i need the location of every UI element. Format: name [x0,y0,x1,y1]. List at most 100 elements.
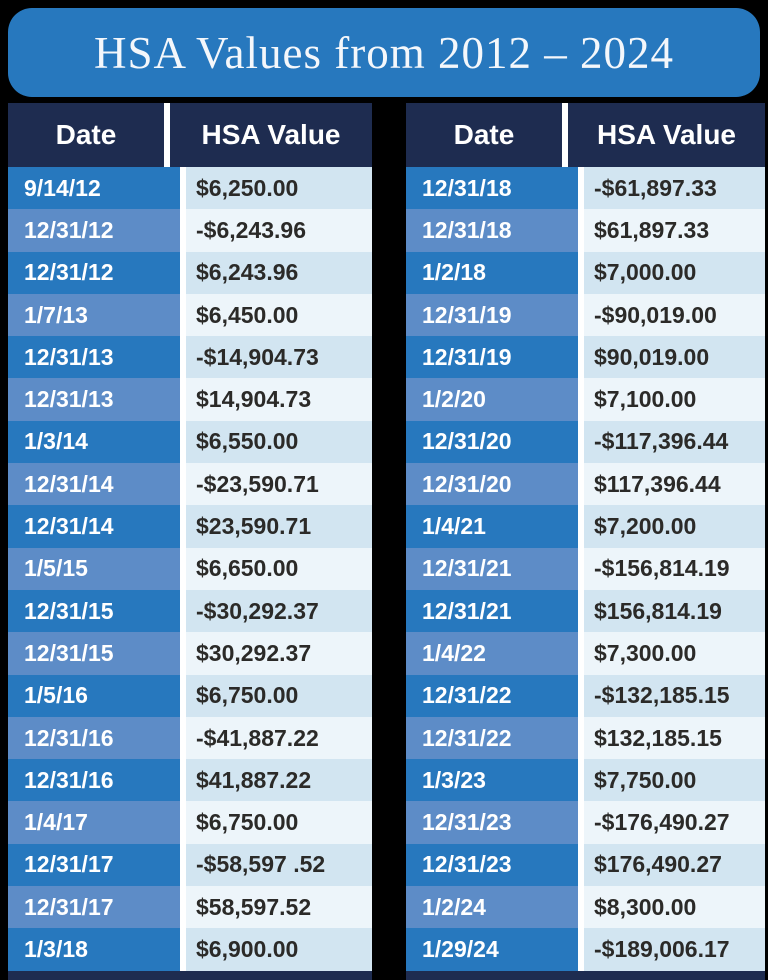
date-cell: 12/31/18 [406,167,578,210]
value-cell: $6,243.96 [186,251,372,294]
value-cell: -$58,597 .52 [186,843,372,887]
table-row: 12/31/19 -$90,019.00 [406,293,765,337]
table-row: 1/2/24 $8,300.00 [406,886,765,929]
value-cell: $41,887.22 [186,759,372,802]
value-cell: -$6,243.96 [186,209,372,252]
column-separator [180,167,186,210]
value-cell: $6,550.00 [186,420,372,464]
date-cell: 12/31/17 [8,886,180,929]
date-cell: 12/31/21 [406,589,578,633]
value-cell: $156,814.19 [584,589,765,633]
date-cell: 1/4/22 [406,632,578,675]
table-row: 1/3/14 $6,550.00 [8,420,372,464]
table-header-row: Date HSA Value [406,103,765,167]
table-row: 12/31/12 $6,243.96 [8,251,372,294]
column-separator [578,759,584,802]
column-separator [578,293,584,337]
date-cell: 1/3/18 [8,928,180,971]
table-row: 1/3/23 $7,750.00 [406,759,765,802]
table-row: 12/31/16 -$41,887.22 [8,716,372,760]
value-cell: $14,904.73 [186,378,372,421]
value-cell: $6,450.00 [186,293,372,337]
value-cell: -$14,904.73 [186,336,372,379]
date-cell: 12/31/13 [8,378,180,421]
table-row: 12/31/13 -$14,904.73 [8,336,372,379]
date-cell: 12/31/15 [8,589,180,633]
date-cell: 12/31/14 [8,463,180,506]
column-separator [578,420,584,464]
value-cell: $90,019.00 [584,336,765,379]
value-cell: -$156,814.19 [584,547,765,590]
table-row: 12/31/21 $156,814.19 [406,589,765,633]
column-header-date: Date [8,103,164,167]
table-body: 12/31/18 -$61,897.33 12/31/18 $61,897.33 1/2… [406,167,765,971]
table-row: 12/31/15 -$30,292.37 [8,589,372,633]
date-cell: 1/5/15 [8,547,180,590]
table-row: 1/2/20 $7,100.00 [406,378,765,421]
table-row: 1/5/15 $6,650.00 [8,547,372,590]
column-separator [180,843,186,887]
column-header-hsa-value: HSA Value [170,103,372,167]
date-cell: 1/4/21 [406,505,578,548]
value-cell: $6,750.00 [186,674,372,717]
date-cell: 12/31/13 [8,336,180,379]
table-row: 12/31/22 $132,185.15 [406,716,765,760]
column-separator [578,378,584,421]
column-separator [180,547,186,590]
table-row: 1/29/24 -$189,006.17 [406,928,765,971]
title-banner: HSA Values from 2012 – 2024 [8,8,760,97]
table-row: 12/31/14 $23,590.71 [8,505,372,548]
table-row: 12/31/19 $90,019.00 [406,336,765,379]
column-separator [578,505,584,548]
column-header-hsa-value: HSA Value [568,103,765,167]
column-separator [180,251,186,294]
value-cell: $117,396.44 [584,463,765,506]
date-cell: 1/5/16 [8,674,180,717]
table-row: 1/7/13 $6,450.00 [8,293,372,337]
date-cell: 12/31/19 [406,293,578,337]
value-cell: $23,590.71 [186,505,372,548]
table-row: 1/3/18 $6,900.00 [8,928,372,971]
table-footer-bar [406,970,765,980]
table-row: 12/31/15 $30,292.37 [8,632,372,675]
table-row: 12/31/13 $14,904.73 [8,378,372,421]
table-row: 12/31/18 $61,897.33 [406,209,765,252]
date-cell: 12/31/19 [406,336,578,379]
value-cell: $7,200.00 [584,505,765,548]
column-separator [180,928,186,971]
date-cell: 1/3/14 [8,420,180,464]
date-cell: 1/7/13 [8,293,180,337]
date-cell: 12/31/12 [8,251,180,294]
column-separator [180,420,186,464]
value-cell: -$90,019.00 [584,293,765,337]
date-cell: 1/2/20 [406,378,578,421]
date-cell: 1/2/18 [406,251,578,294]
column-separator [578,167,584,210]
date-cell: 12/31/12 [8,209,180,252]
column-separator [578,336,584,379]
date-cell: 12/31/15 [8,632,180,675]
value-cell: -$132,185.15 [584,674,765,717]
table-row: 1/2/18 $7,000.00 [406,251,765,294]
column-separator [180,209,186,252]
date-cell: 12/31/14 [8,505,180,548]
date-cell: 1/29/24 [406,928,578,971]
column-separator [180,336,186,379]
date-cell: 12/31/22 [406,716,578,760]
column-separator [578,589,584,633]
value-cell: $7,750.00 [584,759,765,802]
column-separator [562,103,568,167]
table-footer-bar [8,970,372,980]
date-cell: 12/31/16 [8,716,180,760]
table-row: 12/31/21 -$156,814.19 [406,547,765,590]
value-cell: $6,650.00 [186,547,372,590]
tables-container: Date HSA Value 9/14/12 $6,250.00 12/31/12-… [8,103,765,980]
table-row: 9/14/12 $6,250.00 [8,167,372,210]
date-cell: 12/31/23 [406,843,578,887]
value-cell: $132,185.15 [584,716,765,760]
date-cell: 1/2/24 [406,886,578,929]
hsa-table-right: Date HSA Value 12/31/18 -$61,897.33 12/31/… [406,103,765,980]
date-cell: 12/31/16 [8,759,180,802]
column-separator [578,674,584,717]
value-cell: $61,897.33 [584,209,765,252]
